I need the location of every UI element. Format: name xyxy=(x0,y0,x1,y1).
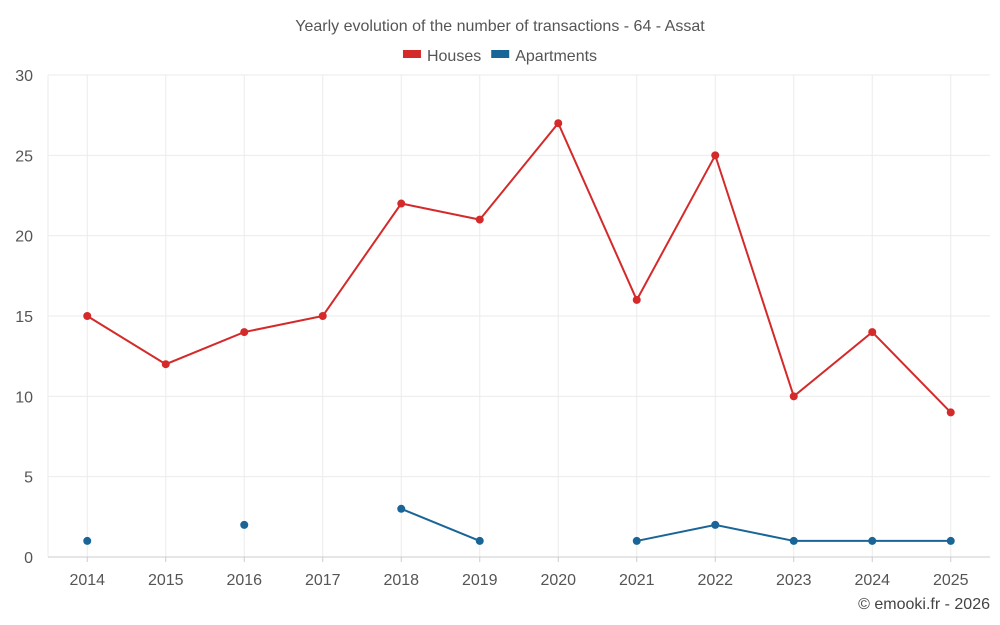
y-tick-label: 10 xyxy=(15,389,33,406)
y-tick-label: 30 xyxy=(15,68,33,85)
apartments-point-2021[interactable] xyxy=(632,536,641,545)
houses-point-2025[interactable] xyxy=(946,408,955,417)
houses-point-2023[interactable] xyxy=(789,392,798,401)
series-layer xyxy=(83,119,955,545)
legend-label-apartments: Apartments xyxy=(515,48,597,65)
x-tick-label: 2018 xyxy=(383,572,419,589)
x-tick-label: 2022 xyxy=(697,572,733,589)
x-tick-label: 2015 xyxy=(148,572,184,589)
houses-point-2015[interactable] xyxy=(161,360,170,369)
apartments-point-2022[interactable] xyxy=(711,520,720,529)
y-tick-label: 5 xyxy=(24,470,33,487)
apartments-point-2025[interactable] xyxy=(946,536,955,545)
apartments-point-2018[interactable] xyxy=(397,504,406,513)
houses-point-2014[interactable] xyxy=(83,312,92,320)
apartments-point-2014[interactable] xyxy=(83,536,92,545)
apartments-point-2019[interactable] xyxy=(475,536,484,545)
x-tick-label: 2024 xyxy=(854,572,890,589)
y-tick-label: 0 xyxy=(24,550,33,567)
houses-point-2018[interactable] xyxy=(397,199,406,208)
houses-point-2020[interactable] xyxy=(554,119,563,128)
x-tick-label: 2017 xyxy=(305,572,341,589)
houses-point-2021[interactable] xyxy=(632,295,641,304)
legend: Houses Apartments xyxy=(402,48,597,65)
houses-point-2017[interactable] xyxy=(318,312,327,320)
y-tick-label: 25 xyxy=(15,148,33,165)
apartments-line xyxy=(400,507,481,542)
legend-swatch-houses xyxy=(402,50,421,58)
y-axis: 0 5 10 15 20 25 30 xyxy=(15,68,49,567)
y-tick-label: 15 xyxy=(15,309,33,326)
apartments-point-2016[interactable] xyxy=(240,520,249,529)
houses-point-2024[interactable] xyxy=(868,328,877,337)
x-tick-label: 2020 xyxy=(540,572,576,589)
apartments-point-2023[interactable] xyxy=(789,536,798,545)
x-tick-label: 2016 xyxy=(226,572,262,589)
x-tick-label: 2014 xyxy=(69,572,105,589)
legend-item-houses[interactable]: Houses xyxy=(402,48,481,65)
x-tick-label: 2019 xyxy=(462,572,498,589)
x-tick-label: 2021 xyxy=(619,572,655,589)
x-tick-label: 2023 xyxy=(776,572,812,589)
y-tick-label: 20 xyxy=(15,229,33,246)
legend-swatch-apartments xyxy=(491,50,510,58)
x-axis: 2014 2015 2016 2017 2018 2019 2020 2021 2022 2023… xyxy=(48,556,990,589)
houses-point-2016[interactable] xyxy=(240,328,249,337)
houses-point-2022[interactable] xyxy=(711,151,720,160)
chart-title: Yearly evolution of the number of transa… xyxy=(295,18,705,35)
houses-line xyxy=(86,121,952,414)
gridlines xyxy=(48,74,990,557)
x-tick-label: 2025 xyxy=(933,572,969,589)
legend-item-apartments[interactable]: Apartments xyxy=(491,48,597,65)
houses-point-2019[interactable] xyxy=(475,215,484,224)
legend-label-houses: Houses xyxy=(427,48,481,65)
apartments-point-2024[interactable] xyxy=(868,536,877,545)
credit-text: © emooki.fr - 2026 xyxy=(858,596,990,613)
